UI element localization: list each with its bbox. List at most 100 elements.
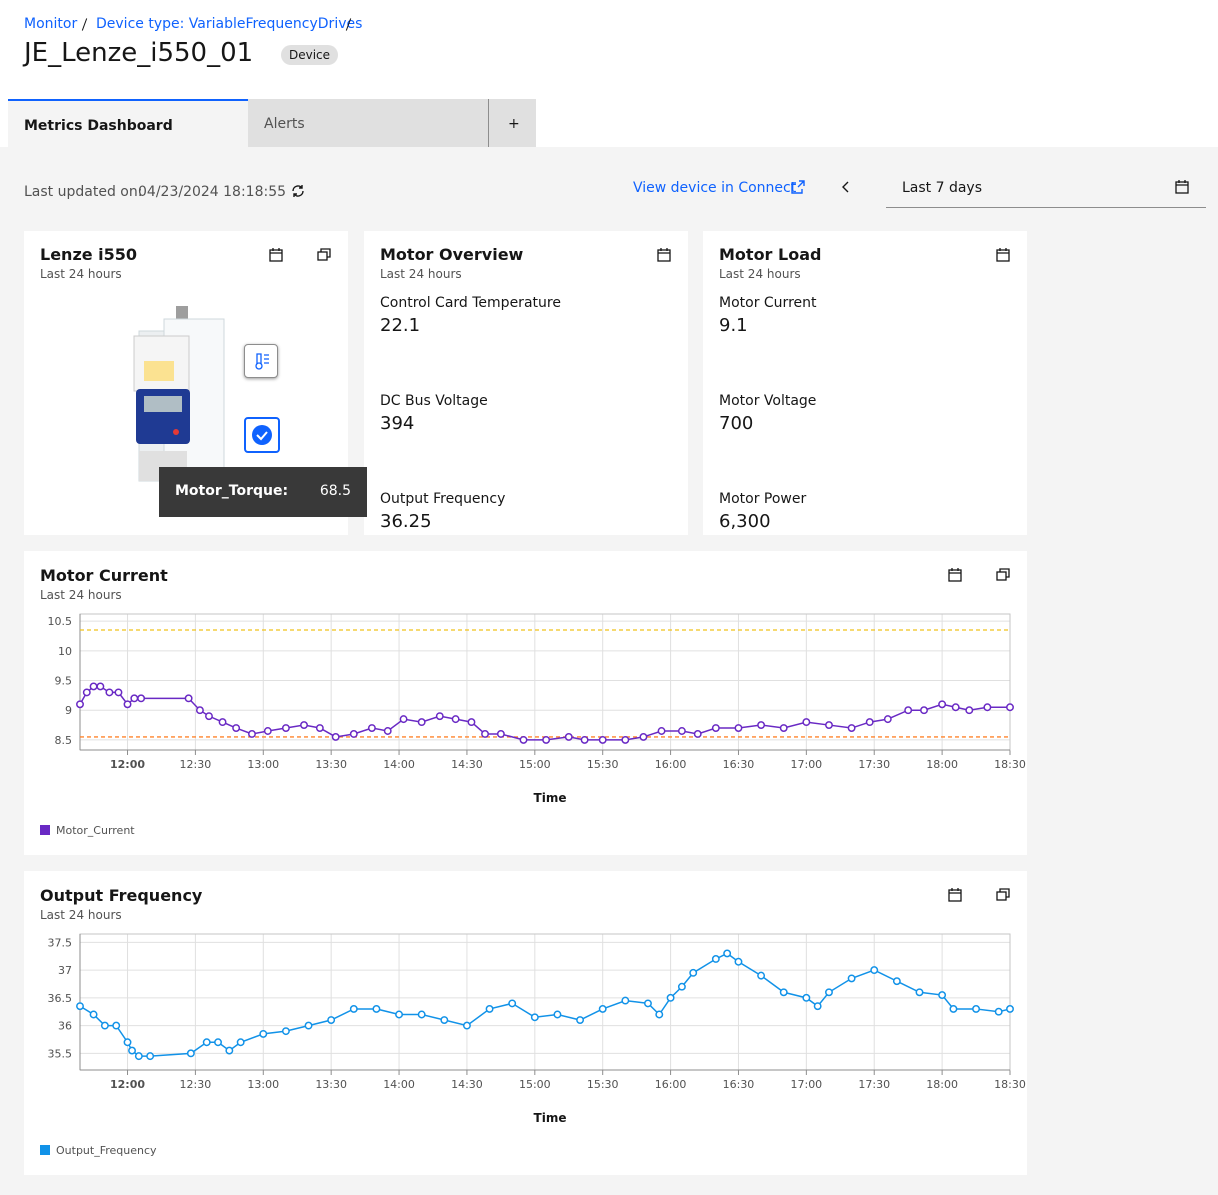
data-point [870, 966, 879, 975]
metric-value: 6,300 [719, 511, 771, 532]
y-tick-label: 10.5 [48, 615, 73, 628]
x-tick-label: 13:30 [315, 758, 347, 771]
y-tick-label: 9.5 [55, 675, 73, 688]
metric-value: 36.25 [380, 511, 432, 532]
data-point [349, 730, 358, 738]
x-tick-label: 18:00 [926, 758, 958, 771]
data-point [82, 688, 91, 697]
tab-active[interactable]: Metrics Dashboard [8, 99, 248, 147]
data-point [677, 982, 686, 991]
chart: Output Frequency Last 24 hours 35.5 36 36.5 3… [40, 886, 1026, 1157]
data-point [847, 724, 856, 732]
data-point [639, 732, 648, 741]
data-point [965, 706, 974, 715]
metric-card: Motor Load Last 24 hours Motor Current 9.… [703, 231, 1027, 535]
data-point [734, 957, 743, 966]
data-point [915, 988, 924, 997]
maximize-icon[interactable] [316, 247, 332, 263]
card-subtitle: Last 24 hours [719, 267, 801, 281]
calendar-icon[interactable] [948, 568, 962, 582]
x-tick-label: 14:30 [451, 758, 483, 771]
card-subtitle: Last 24 hours [40, 267, 122, 281]
chart-card: Output Frequency Last 24 hours 35.5 36 36.5 3… [24, 871, 1027, 1175]
y-tick-label: 37.5 [48, 936, 73, 949]
connect-link[interactable]: View device in Connect [633, 180, 797, 196]
breadcrumb-link[interactable]: Device type: VariableFrequencyDrives [96, 16, 363, 32]
calendar-icon[interactable] [268, 247, 284, 263]
data-point [315, 724, 324, 732]
range-select[interactable] [886, 168, 1206, 208]
calendar-icon[interactable] [995, 247, 1011, 263]
card-title: Motor Load [719, 245, 822, 264]
data-point [892, 977, 901, 986]
x-tick-label: 17:30 [858, 1078, 890, 1091]
x-tick-label: 13:00 [247, 1078, 279, 1091]
metric-value: 22.1 [380, 315, 421, 336]
calendar-icon[interactable] [948, 888, 962, 902]
tab-add[interactable]: + [488, 99, 536, 147]
x-tick-label: 18:30 [994, 1078, 1026, 1091]
data-point [972, 1004, 981, 1013]
data-point [689, 968, 698, 977]
data-point [564, 732, 573, 741]
data-point [451, 715, 460, 724]
refresh-icon[interactable] [290, 183, 306, 199]
legend-swatch [40, 1145, 50, 1155]
x-tick-label: 12:00 [110, 758, 145, 771]
data-point [951, 703, 960, 712]
y-tick-label: 8.5 [55, 734, 73, 747]
data-point [146, 1052, 155, 1061]
data-point [96, 682, 105, 691]
chevron-left[interactable] [838, 179, 854, 195]
plot-border [79, 613, 1011, 751]
data-point [263, 727, 272, 735]
maximize-icon[interactable] [996, 888, 1010, 901]
data-point [757, 721, 766, 730]
data-point [236, 1038, 245, 1047]
temperature-hotspot[interactable] [244, 344, 278, 378]
data-point [553, 1010, 562, 1019]
data-point [259, 1029, 268, 1038]
data-point [734, 724, 743, 732]
data-point [485, 1004, 494, 1013]
maximize-icon[interactable] [996, 568, 1010, 581]
breadcrumb-link[interactable]: Monitor [24, 16, 78, 32]
data-point [462, 1021, 471, 1030]
metric-card: Motor Overview Last 24 hours Control Car… [364, 231, 688, 535]
data-point [865, 718, 874, 727]
x-tick-label: 12:30 [180, 1078, 212, 1091]
data-point [802, 993, 811, 1002]
data-point [349, 1004, 358, 1013]
x-axis-label: Time [534, 1111, 567, 1125]
calendar-icon[interactable] [656, 247, 672, 263]
last-updated: 04/23/2024 18:18:55 [138, 184, 287, 200]
range-value: Last 7 days [902, 180, 983, 196]
data-point [666, 993, 675, 1002]
y-tick-label: 36 [58, 1020, 72, 1033]
metric-label: Motor Current [719, 295, 817, 311]
data-point [825, 988, 833, 997]
data-point [89, 682, 98, 691]
x-tick-label: 17:00 [790, 1078, 822, 1091]
data-point [435, 712, 444, 721]
data-point [186, 1049, 195, 1058]
data-point [281, 1027, 290, 1036]
x-tick-label: 18:00 [926, 1078, 958, 1091]
data-point [904, 706, 913, 715]
data-point [938, 991, 947, 1000]
x-tick-label: 18:30 [994, 758, 1026, 771]
y-tick-label: 9 [65, 704, 72, 717]
torque-hotspot[interactable] [244, 417, 280, 453]
data-point [621, 735, 630, 744]
data-point [112, 1021, 121, 1030]
x-tick-label: 15:30 [587, 1078, 619, 1091]
legend-swatch [40, 825, 50, 835]
calendar-icon[interactable] [1174, 179, 1190, 195]
tab[interactable]: Alerts [248, 99, 488, 147]
x-tick-label: 16:00 [655, 758, 687, 771]
metric-value: 394 [380, 413, 415, 434]
data-point [757, 971, 766, 980]
metric-value: 700 [719, 413, 754, 434]
data-point [711, 724, 720, 732]
data-point [184, 694, 193, 703]
